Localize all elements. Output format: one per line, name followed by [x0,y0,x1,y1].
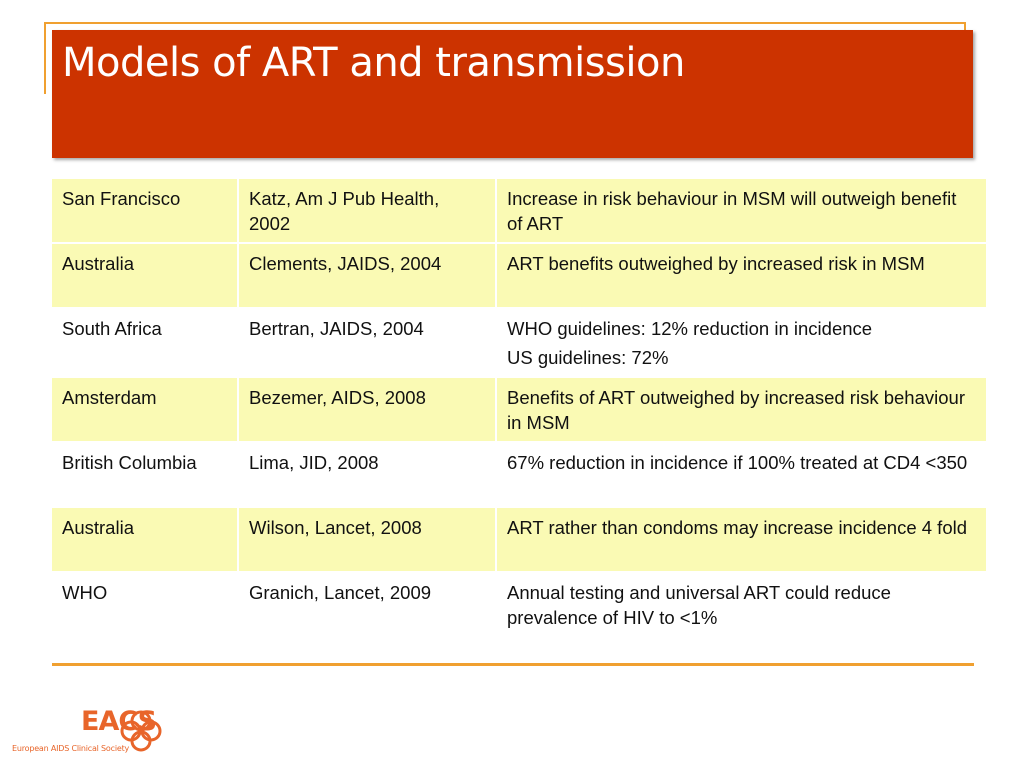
finding-cell: Annual testing and universal ART could r… [496,572,986,638]
table-row: British Columbia Lima, JID, 2008 67% red… [52,442,986,508]
frame-top-line [44,22,966,24]
study-cell: Clements, JAIDS, 2004 [238,243,497,309]
table-row: Australia Clements, JAIDS, 2004 ART bene… [52,243,986,309]
finding-line-1: WHO guidelines: 12% reduction in inciden… [507,318,873,339]
finding-cell: Increase in risk behaviour in MSM will o… [496,179,986,244]
table-row: Australia Wilson, Lancet, 2008 ART rathe… [52,507,986,573]
finding-cell: ART benefits outweighed by increased ris… [496,243,986,309]
study-cell: Bezemer, AIDS, 2008 [238,377,497,443]
location-cell: San Francisco [52,179,239,244]
finding-line-2: US guidelines: 72% [507,347,669,368]
location-cell: WHO [52,572,239,638]
finding-cell: WHO guidelines: 12% reduction in inciden… [496,308,986,378]
finding-cell: ART rather than condoms may increase inc… [496,507,986,573]
finding-cell: Benefits of ART outweighed by increased … [496,377,986,443]
rosette-icon [120,710,162,752]
title-band: Models of ART and transmission [52,30,973,158]
study-cell: Lima, JID, 2008 [238,442,497,508]
location-cell: Australia [52,243,239,309]
logo-subtitle: European AIDS Clinical Society [12,744,130,753]
bottom-rule [52,663,974,666]
study-cell: Bertran, JAIDS, 2004 [238,308,497,378]
study-cell: Wilson, Lancet, 2008 [238,507,497,573]
study-cell: Granich, Lancet, 2009 [238,572,497,638]
location-cell: British Columbia [52,442,239,508]
table-row: South Africa Bertran, JAIDS, 2004 WHO gu… [52,308,986,378]
frame-right-line [964,22,966,32]
location-cell: Amsterdam [52,377,239,443]
frame-left-line [44,22,46,94]
table-row: San Francisco Katz, Am J Pub Health, 200… [52,179,986,244]
location-cell: Australia [52,507,239,573]
table-row: Amsterdam Bezemer, AIDS, 2008 Benefits o… [52,377,986,443]
eacs-logo: EACS European AIDS Clinical Society [10,700,170,760]
table-row: WHO Granich, Lancet, 2009 Annual testing… [52,572,986,638]
slide-title: Models of ART and transmission [62,40,685,86]
finding-cell: 67% reduction in incidence if 100% treat… [496,442,986,508]
location-cell: South Africa [52,308,239,378]
studies-table: San Francisco Katz, Am J Pub Health, 200… [52,179,986,638]
study-cell: Katz, Am J Pub Health, 2002 [238,179,497,244]
